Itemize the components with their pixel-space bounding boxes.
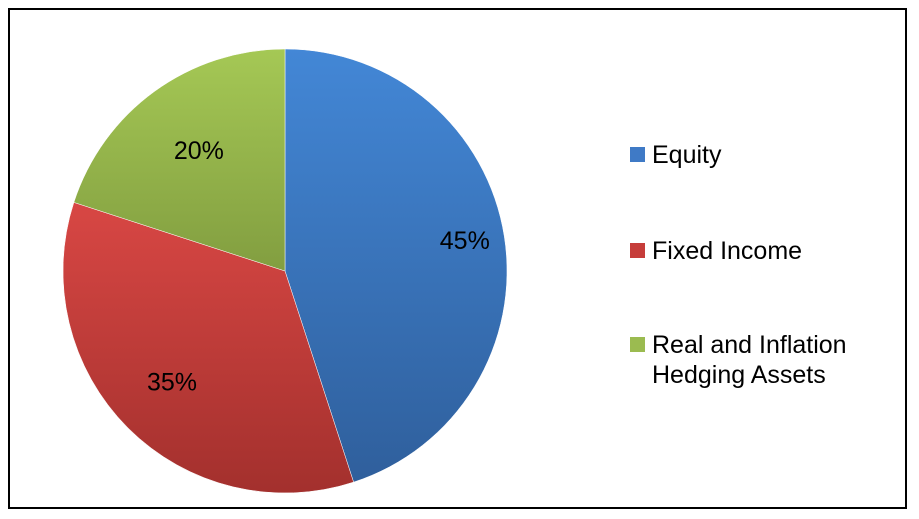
legend-label-equity: Equity [652,141,722,169]
pie-slice-fixed-income [62,202,354,494]
pie-label-fixed-income: 35% [147,369,197,397]
pie-label-real-and-inflation-hedging-assets: 20% [174,137,224,165]
legend-item-equity: Equity [630,140,882,170]
pie-slice-labels: 45% 35% 20% [147,137,490,397]
pie-slices [62,48,508,494]
pie-label-equity: 45% [440,227,490,255]
pie-slice-real-and-inflation-hedging-assets [73,48,286,272]
legend-swatch-fixed-income [630,243,645,258]
legend-swatch-real-and-inflation-hedging-assets [630,337,645,352]
legend-swatch-equity [630,147,645,162]
legend-item-fixed-income: Fixed Income [630,236,882,266]
legend-label-real-and-inflation-hedging-assets: Real and Inflation Hedging Assets [652,331,847,389]
legend-label-fixed-income: Fixed Income [652,237,803,265]
legend-item-real-and-inflation-hedging-assets: Real and Inflation Hedging Assets [630,330,882,390]
pie-slice-equity [284,48,508,483]
